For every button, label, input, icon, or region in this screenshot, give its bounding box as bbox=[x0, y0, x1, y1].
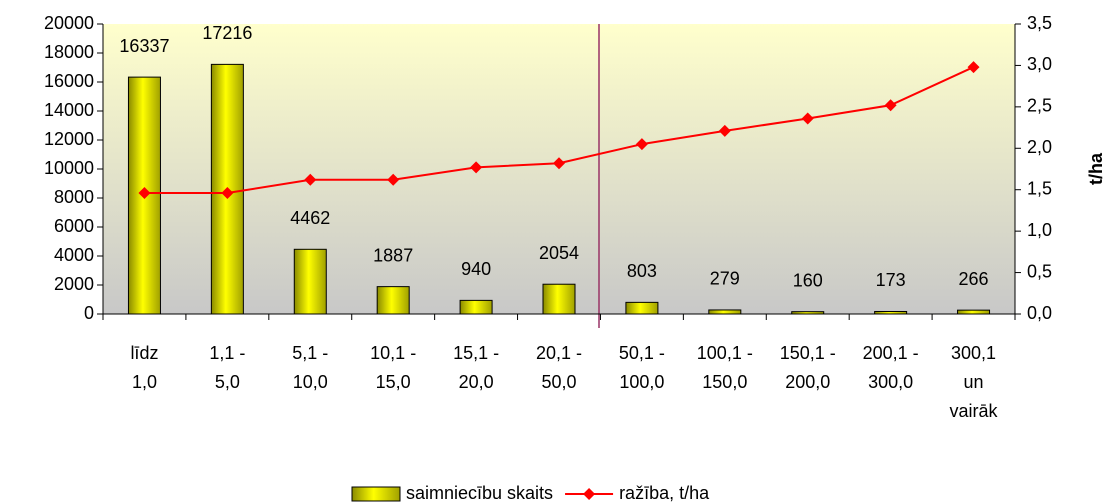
bar-value-label: 2054 bbox=[539, 243, 579, 263]
bar bbox=[957, 309, 991, 315]
line-marker bbox=[967, 61, 980, 74]
bar-value-label: 940 bbox=[461, 259, 491, 279]
x-tick-label: 5,1 -10,0 bbox=[292, 343, 328, 392]
bar-value-label: 16337 bbox=[119, 36, 169, 56]
x-tick-label: 10,1 -15,0 bbox=[370, 343, 416, 392]
bar-value-label: 266 bbox=[959, 269, 989, 289]
y-tick-label: 10000 bbox=[44, 158, 94, 178]
y2-axis-label: t/ha bbox=[1086, 152, 1106, 185]
line-marker bbox=[138, 187, 151, 200]
bar-value-label: 160 bbox=[793, 270, 823, 290]
bar bbox=[376, 286, 410, 315]
legend-label: ražība, t/ha bbox=[619, 483, 710, 503]
y2-tick-label: 3,5 bbox=[1027, 13, 1052, 33]
y-tick-label: 12000 bbox=[44, 129, 94, 149]
y2-tick-label: 0,0 bbox=[1027, 303, 1052, 323]
legend-marker bbox=[583, 488, 596, 500]
x-tick-label: līdz 1,0 bbox=[130, 343, 158, 392]
y-tick-label: 0 bbox=[84, 303, 94, 323]
line-marker bbox=[635, 138, 648, 151]
line-marker bbox=[221, 187, 234, 200]
line-marker bbox=[304, 173, 317, 186]
y-tick-label: 20000 bbox=[44, 13, 94, 33]
y2-tick-label: 3,0 bbox=[1027, 54, 1052, 74]
x-tick-label: 15,1 -20,0 bbox=[453, 343, 499, 392]
bar bbox=[708, 309, 742, 315]
y-tick-label: 14000 bbox=[44, 100, 94, 120]
bar-value-label: 17216 bbox=[202, 23, 252, 43]
bar-value-label: 4462 bbox=[290, 208, 330, 228]
y2-tick-label: 1,5 bbox=[1027, 178, 1052, 198]
bar-value-label: 173 bbox=[876, 270, 906, 290]
y-tick-label: 16000 bbox=[44, 71, 94, 91]
bar-value-label: 279 bbox=[710, 269, 740, 289]
y-tick-label: 4000 bbox=[54, 245, 94, 265]
x-tick-label: 20,1 -50,0 bbox=[536, 343, 582, 392]
bar bbox=[625, 301, 659, 315]
bar bbox=[293, 248, 327, 315]
line-marker bbox=[470, 161, 483, 174]
y2-tick-label: 2,0 bbox=[1027, 137, 1052, 157]
y-tick-label: 18000 bbox=[44, 42, 94, 62]
y2-tick-label: 0,5 bbox=[1027, 261, 1052, 281]
y2-tick-label: 2,5 bbox=[1027, 96, 1052, 116]
line-marker bbox=[884, 99, 897, 112]
bar bbox=[874, 310, 908, 315]
x-tick-label: 150,1 -200,0 bbox=[780, 343, 836, 392]
x-tick-label: 200,1 -300,0 bbox=[863, 343, 919, 392]
y2-tick-label: 1,0 bbox=[1027, 220, 1052, 240]
legend: saimniecību skaits ražība, t/ha bbox=[351, 483, 710, 503]
y-tick-label: 6000 bbox=[54, 216, 94, 236]
y-tick-label: 2000 bbox=[54, 274, 94, 294]
line-marker bbox=[718, 124, 731, 137]
legend-label: saimniecību skaits bbox=[406, 483, 553, 503]
x-tick-label: 300,1 un vairāk bbox=[950, 343, 999, 421]
x-tick-label: 50,1 -100,0 bbox=[619, 343, 665, 392]
bar bbox=[542, 283, 576, 315]
line-marker bbox=[553, 157, 565, 170]
bar bbox=[791, 311, 825, 315]
bar-value-label: 803 bbox=[627, 261, 657, 281]
bar bbox=[459, 299, 493, 315]
line-marker bbox=[801, 112, 814, 125]
y-tick-label: 8000 bbox=[54, 187, 94, 207]
x-tick-label: 1,1 -5,0 bbox=[209, 343, 245, 392]
bar-value-label: 1887 bbox=[373, 245, 413, 265]
x-tick-label: 100,1 -150,0 bbox=[697, 343, 753, 392]
line-marker bbox=[387, 173, 400, 186]
legend-swatch bbox=[351, 486, 401, 502]
